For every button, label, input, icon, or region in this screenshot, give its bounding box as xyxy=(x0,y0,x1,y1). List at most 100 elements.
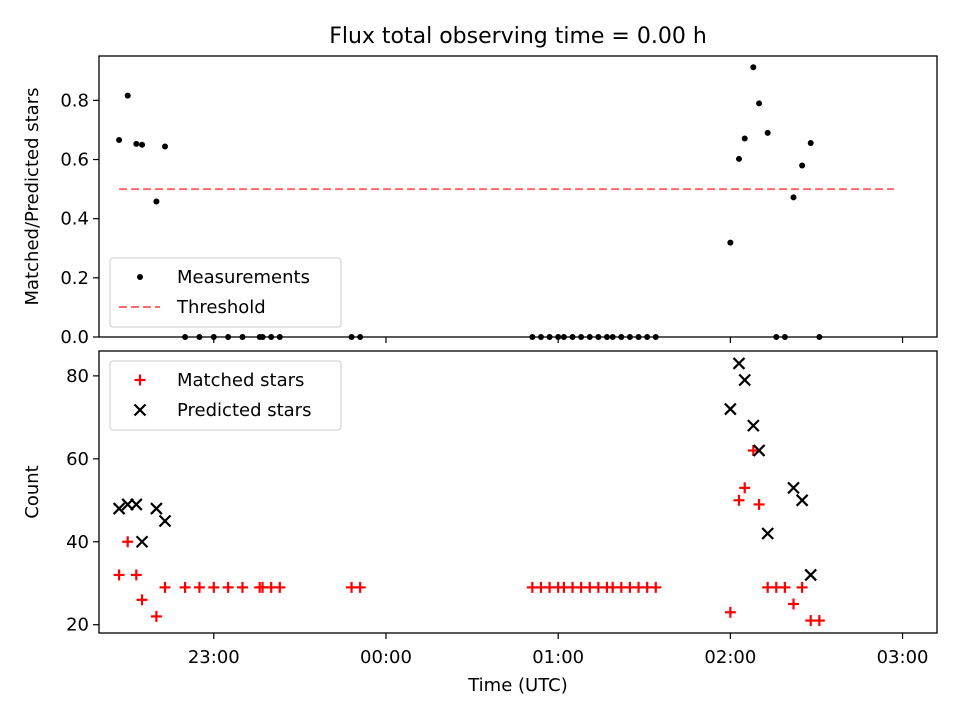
legend-marker-swatch xyxy=(134,374,146,386)
data-point xyxy=(618,334,625,340)
data-point xyxy=(747,445,759,457)
data-point xyxy=(555,334,562,340)
data-point xyxy=(603,334,610,340)
series-predicted-stars xyxy=(112,357,818,582)
data-point xyxy=(193,581,205,593)
data-point xyxy=(727,239,734,246)
data-point xyxy=(225,334,232,340)
data-point xyxy=(136,594,148,606)
plot-frame xyxy=(98,55,938,338)
data-point xyxy=(609,334,616,340)
y-tick-label: 0.4 xyxy=(60,209,89,230)
legend-box xyxy=(109,360,342,431)
data-point xyxy=(738,373,751,387)
data-point xyxy=(153,198,160,205)
data-point xyxy=(276,334,283,340)
x-tick-label: 01:00 xyxy=(532,647,584,668)
data-point xyxy=(787,481,800,495)
data-point xyxy=(135,535,149,549)
data-point xyxy=(150,502,163,515)
y-tick-label: 60 xyxy=(66,449,89,470)
y-tick-label: 80 xyxy=(66,366,89,387)
top-panel: 0.0 0.2 0.4 0.6 0.8 Flux total observing time… xyxy=(22,24,938,348)
legend-marker-swatch xyxy=(133,403,147,417)
x-axis-label: Time (UTC) xyxy=(467,675,568,696)
data-point xyxy=(635,334,642,340)
data-point xyxy=(799,162,806,169)
data-point xyxy=(788,598,800,610)
y-tick-label: 0.0 xyxy=(60,327,89,348)
data-point xyxy=(239,334,246,340)
data-point xyxy=(130,569,142,581)
data-point xyxy=(150,610,162,622)
y-tick-label: 0.8 xyxy=(60,90,89,111)
plot-frame xyxy=(98,350,938,634)
data-point xyxy=(779,581,791,593)
data-point xyxy=(733,494,745,506)
legend-entry-label: Predicted stars xyxy=(177,400,311,421)
data-point xyxy=(773,334,780,340)
data-point xyxy=(236,581,248,593)
y-tick-label: 0.6 xyxy=(60,150,89,171)
series-matched-stars xyxy=(113,445,825,627)
data-point xyxy=(735,155,742,162)
legend-marker-swatch xyxy=(137,274,143,280)
data-point xyxy=(222,581,234,593)
y-axis-label: Count xyxy=(22,465,43,518)
data-point xyxy=(644,334,651,340)
data-point xyxy=(182,334,189,340)
data-point xyxy=(595,334,602,340)
data-point xyxy=(816,334,823,340)
data-point xyxy=(652,334,659,340)
bottom-panel: 20 40 60 80 23:00 00:00 01:00 02:00 03:00 Count Ti… xyxy=(22,350,938,696)
data-point xyxy=(732,357,746,370)
data-point xyxy=(795,494,809,507)
data-point xyxy=(210,334,217,340)
data-point xyxy=(159,581,171,593)
data-point xyxy=(739,482,751,494)
data-point xyxy=(354,581,366,593)
data-point xyxy=(537,334,544,340)
data-point xyxy=(626,334,633,340)
y-tick-label: 20 xyxy=(66,615,89,636)
data-point xyxy=(179,581,191,593)
data-point xyxy=(753,498,765,510)
legend: Matched stars Predicted stars xyxy=(109,360,342,431)
data-point xyxy=(112,502,126,515)
x-tick-label: 00:00 xyxy=(360,647,412,668)
data-point xyxy=(781,334,788,340)
data-point xyxy=(130,498,143,511)
data-point xyxy=(124,92,131,99)
data-point xyxy=(529,334,536,340)
y-tick-label: 0.2 xyxy=(60,268,89,289)
data-point xyxy=(724,402,737,416)
legend: Measurements Threshold xyxy=(109,257,342,328)
data-point xyxy=(268,334,275,340)
data-point xyxy=(259,334,266,340)
data-point xyxy=(804,568,818,582)
data-point xyxy=(133,140,140,147)
data-point xyxy=(650,581,662,593)
data-point xyxy=(122,536,134,548)
data-point xyxy=(139,141,146,148)
data-point xyxy=(790,194,797,201)
series-measurements xyxy=(116,64,823,340)
y-tick-label: 40 xyxy=(66,532,89,553)
data-point xyxy=(807,139,814,146)
legend-entry-label: Measurements xyxy=(177,267,310,288)
data-point xyxy=(813,615,825,627)
x-tick-label: 23:00 xyxy=(188,647,240,668)
chart-title: Flux total observing time = 0.00 h xyxy=(329,24,707,49)
x-tick-label: 02:00 xyxy=(704,647,756,668)
data-point xyxy=(546,334,553,340)
data-point xyxy=(750,64,757,71)
legend-entry-label: Matched stars xyxy=(177,370,304,391)
data-point xyxy=(741,135,748,142)
data-point xyxy=(796,581,808,593)
data-point xyxy=(764,129,771,136)
data-point xyxy=(747,419,760,432)
data-point xyxy=(586,334,593,340)
data-point xyxy=(116,137,123,144)
data-point xyxy=(162,143,169,150)
